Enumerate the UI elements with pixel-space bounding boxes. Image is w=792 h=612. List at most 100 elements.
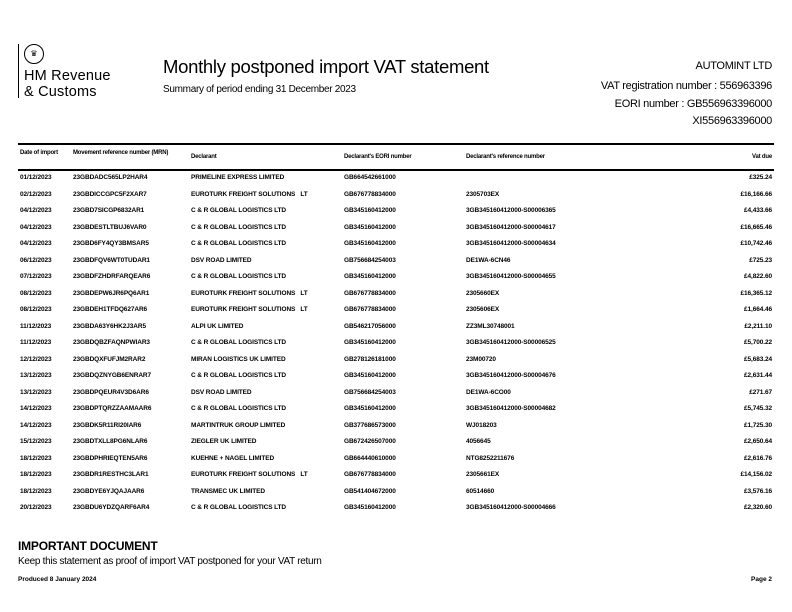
cell-mrn: 23GBDFQV6WT0TUDAR1 [73,256,150,264]
cell-reference: 3GB345160412000-S00004666 [466,504,556,511]
cell-vat-due: £5,745.32 [743,405,772,412]
cell-declarant: ZIEGLER UK LIMITED [191,438,257,445]
cell-vat-due: £325.24 [749,174,772,181]
cell-declarant: TRANSMEC UK LIMITED [191,487,265,495]
col-eori: Declarant's EORI number [344,154,412,160]
cell-vat-due: £16,665.46 [740,223,772,231]
table-row: 04/12/2023 23GBDESTLTBUJ6VAR0 C & R GLOBAL… [0,224,792,236]
table-row: 08/12/2023 23GBDEH1TFDQ627AR6 EUROTURK FRE… [0,306,792,318]
cell-mrn: 23GBDESTLTBUJ6VAR0 [73,223,147,231]
cell-date: 20/12/2023 [20,504,52,511]
cell-eori: GB345160412000 [344,504,396,511]
cell-mrn: 23GBDK5R11RI20IAR6 [73,421,142,429]
cell-mrn: 23GBDPQEUR4V3D6AR6 [73,388,149,396]
cell-date: 02/12/2023 [20,190,52,198]
cell-declarant: C & R GLOBAL LOGISTICS LTD [191,223,287,231]
cell-reference: ZZ3ML30748001 [466,322,515,330]
cell-declarant: EUROTURK FREIGHT SOLUTIONS LT [191,471,308,478]
cell-mrn: 23GBDEH1TFDQ627AR6 [73,306,148,313]
cell-vat-due: £10,742.46 [740,240,772,247]
table-row: 13/12/2023 23GBDQZNYGB6ENRAR7 C & R GLOBAL… [0,372,792,384]
col-date: Date of import [20,150,58,156]
hmrc-logo: HM Revenue & Customs [24,68,111,100]
cell-mrn: 23GBDADC565LP2HAR4 [73,174,148,181]
company-name: AUTOMINT LTD [695,60,773,72]
cell-eori: GB676778834000 [344,471,396,478]
cell-reference: 2305661EX [466,471,500,478]
cell-reference: 4056645 [466,438,491,445]
cell-vat-due: £4,822.60 [743,273,772,280]
col-mrn: Movement reference number (MRN) [73,150,169,156]
table-row: 20/12/2023 23GBDU6YDZQARF6AR4 C & R GLOBAL… [0,504,792,516]
logo-line-1: HM Revenue [24,68,111,84]
cell-date: 04/12/2023 [20,240,52,247]
table-row: 18/12/2023 23GBDYE6YJQAJAAR6 TRANSMEC UK L… [0,488,792,500]
cell-eori: GB377686573000 [344,421,396,429]
table-row: 04/12/2023 23GBD7SICGP6832AR1 C & R GLOBAL… [0,207,792,219]
table-top-rule [18,143,774,145]
cell-mrn: 23GBDA63Y6HK2J3AR5 [73,322,146,330]
table-row: 15/12/2023 23GBDTXLL8PG6NLAR6 ZIEGLER UK L… [0,438,792,450]
cell-date: 18/12/2023 [20,454,52,462]
cell-date: 08/12/2023 [20,306,52,313]
table-row: 01/12/2023 23GBDADC565LP2HAR4 PRIMELINE EX… [0,174,792,186]
cell-reference: 3GB345160412000-S00006365 [466,207,556,214]
royal-crest-icon: ♛ [24,44,44,64]
cell-vat-due: £2,616.76 [743,454,772,462]
cell-vat-due: £5,683.24 [743,355,772,363]
cell-vat-due: £725.23 [749,256,772,264]
cell-date: 18/12/2023 [20,471,52,478]
cell-declarant: MARTINTRUK GROUP LIMITED [191,421,286,429]
cell-declarant: DSV ROAD LIMITED [191,388,252,396]
cell-eori: GB676778834000 [344,190,396,198]
cell-vat-due: £1,664.46 [743,306,772,313]
cell-reference: 3GB345160412000-S00004655 [466,273,556,280]
cell-eori: GB345160412000 [344,273,396,280]
cell-date: 07/12/2023 [20,273,52,280]
cell-declarant: C & R GLOBAL LOGISTICS LTD [191,207,287,214]
table-row: 07/12/2023 23GBDFZHDRFARQEAR6 C & R GLOBAL… [0,273,792,285]
table-row: 18/12/2023 23GBDPHRIEQTEN5AR6 KUEHNE + NAG… [0,455,792,467]
cell-declarant: C & R GLOBAL LOGISTICS LTD [191,339,287,346]
cell-date: 18/12/2023 [20,487,52,495]
cell-declarant: MIRAN LOGISTICS UK LIMITED [191,355,286,363]
cell-vat-due: £5,700.22 [743,339,772,346]
table-row: 14/12/2023 23GBDK5R11RI20IAR6 MARTINTRUK G… [0,422,792,434]
cell-reference: 3GB345160412000-S00006525 [466,339,556,346]
logo-divider [18,44,19,98]
cell-vat-due: £2,211.10 [744,322,772,330]
table-row: 06/12/2023 23GBDFQV6WT0TUDAR1 DSV ROAD LIM… [0,257,792,269]
cell-mrn: 23GBDQBZFAQNPWIAR3 [73,339,150,346]
cell-vat-due: £14,156.02 [740,471,772,478]
cell-reference: NTG8252211676 [466,454,515,462]
cell-eori: GB345160412000 [344,240,396,247]
cell-declarant: C & R GLOBAL LOGISTICS LTD [191,372,287,379]
cell-eori: GB345160412000 [344,339,396,346]
table-row: 11/12/2023 23GBDA63Y6HK2J3AR5 ALPI UK LIMI… [0,323,792,335]
page-subtitle: Summary of period ending 31 December 202… [163,84,356,95]
page-number: Page 2 [751,576,772,583]
cell-reference: 3GB345160412000-S00004617 [466,223,556,231]
cell-reference: 3GB345160412000-S00004676 [466,372,556,379]
cell-reference: DE1WA-6CN46 [466,256,511,264]
col-vat-due: Vat due [752,154,772,160]
cell-eori: GB345160412000 [344,372,396,379]
cell-reference: 2305660EX [466,289,500,297]
cell-mrn: 23GBDQZNYGB6ENRAR7 [73,372,152,379]
important-heading: IMPORTANT DOCUMENT [18,539,158,553]
cell-date: 11/12/2023 [20,322,52,330]
cell-date: 04/12/2023 [20,207,52,214]
cell-date: 14/12/2023 [20,405,52,412]
cell-eori: GB345160412000 [344,223,396,231]
table-row: 18/12/2023 23GBDR1RESTHC3LAR1 EUROTURK FRE… [0,471,792,483]
cell-mrn: 23GBD6FY4QY3BMSAR5 [73,240,149,247]
cell-mrn: 23GBDFZHDRFARQEAR6 [73,273,151,280]
cell-reference: DE1WA-6CO00 [466,388,511,396]
cell-eori: GB345160412000 [344,405,396,412]
cell-reference: 2305703EX [466,190,500,198]
cell-mrn: 23GBDQXFUFJM2RAR2 [73,355,146,363]
table-row: 02/12/2023 23GBDICCGPC5F2XAR7 EUROTURK FRE… [0,191,792,203]
cell-date: 11/12/2023 [20,339,52,346]
cell-mrn: 23GBDEPW6JR6PQ6AR1 [73,289,150,297]
cell-eori: GB664542661000 [344,174,396,181]
